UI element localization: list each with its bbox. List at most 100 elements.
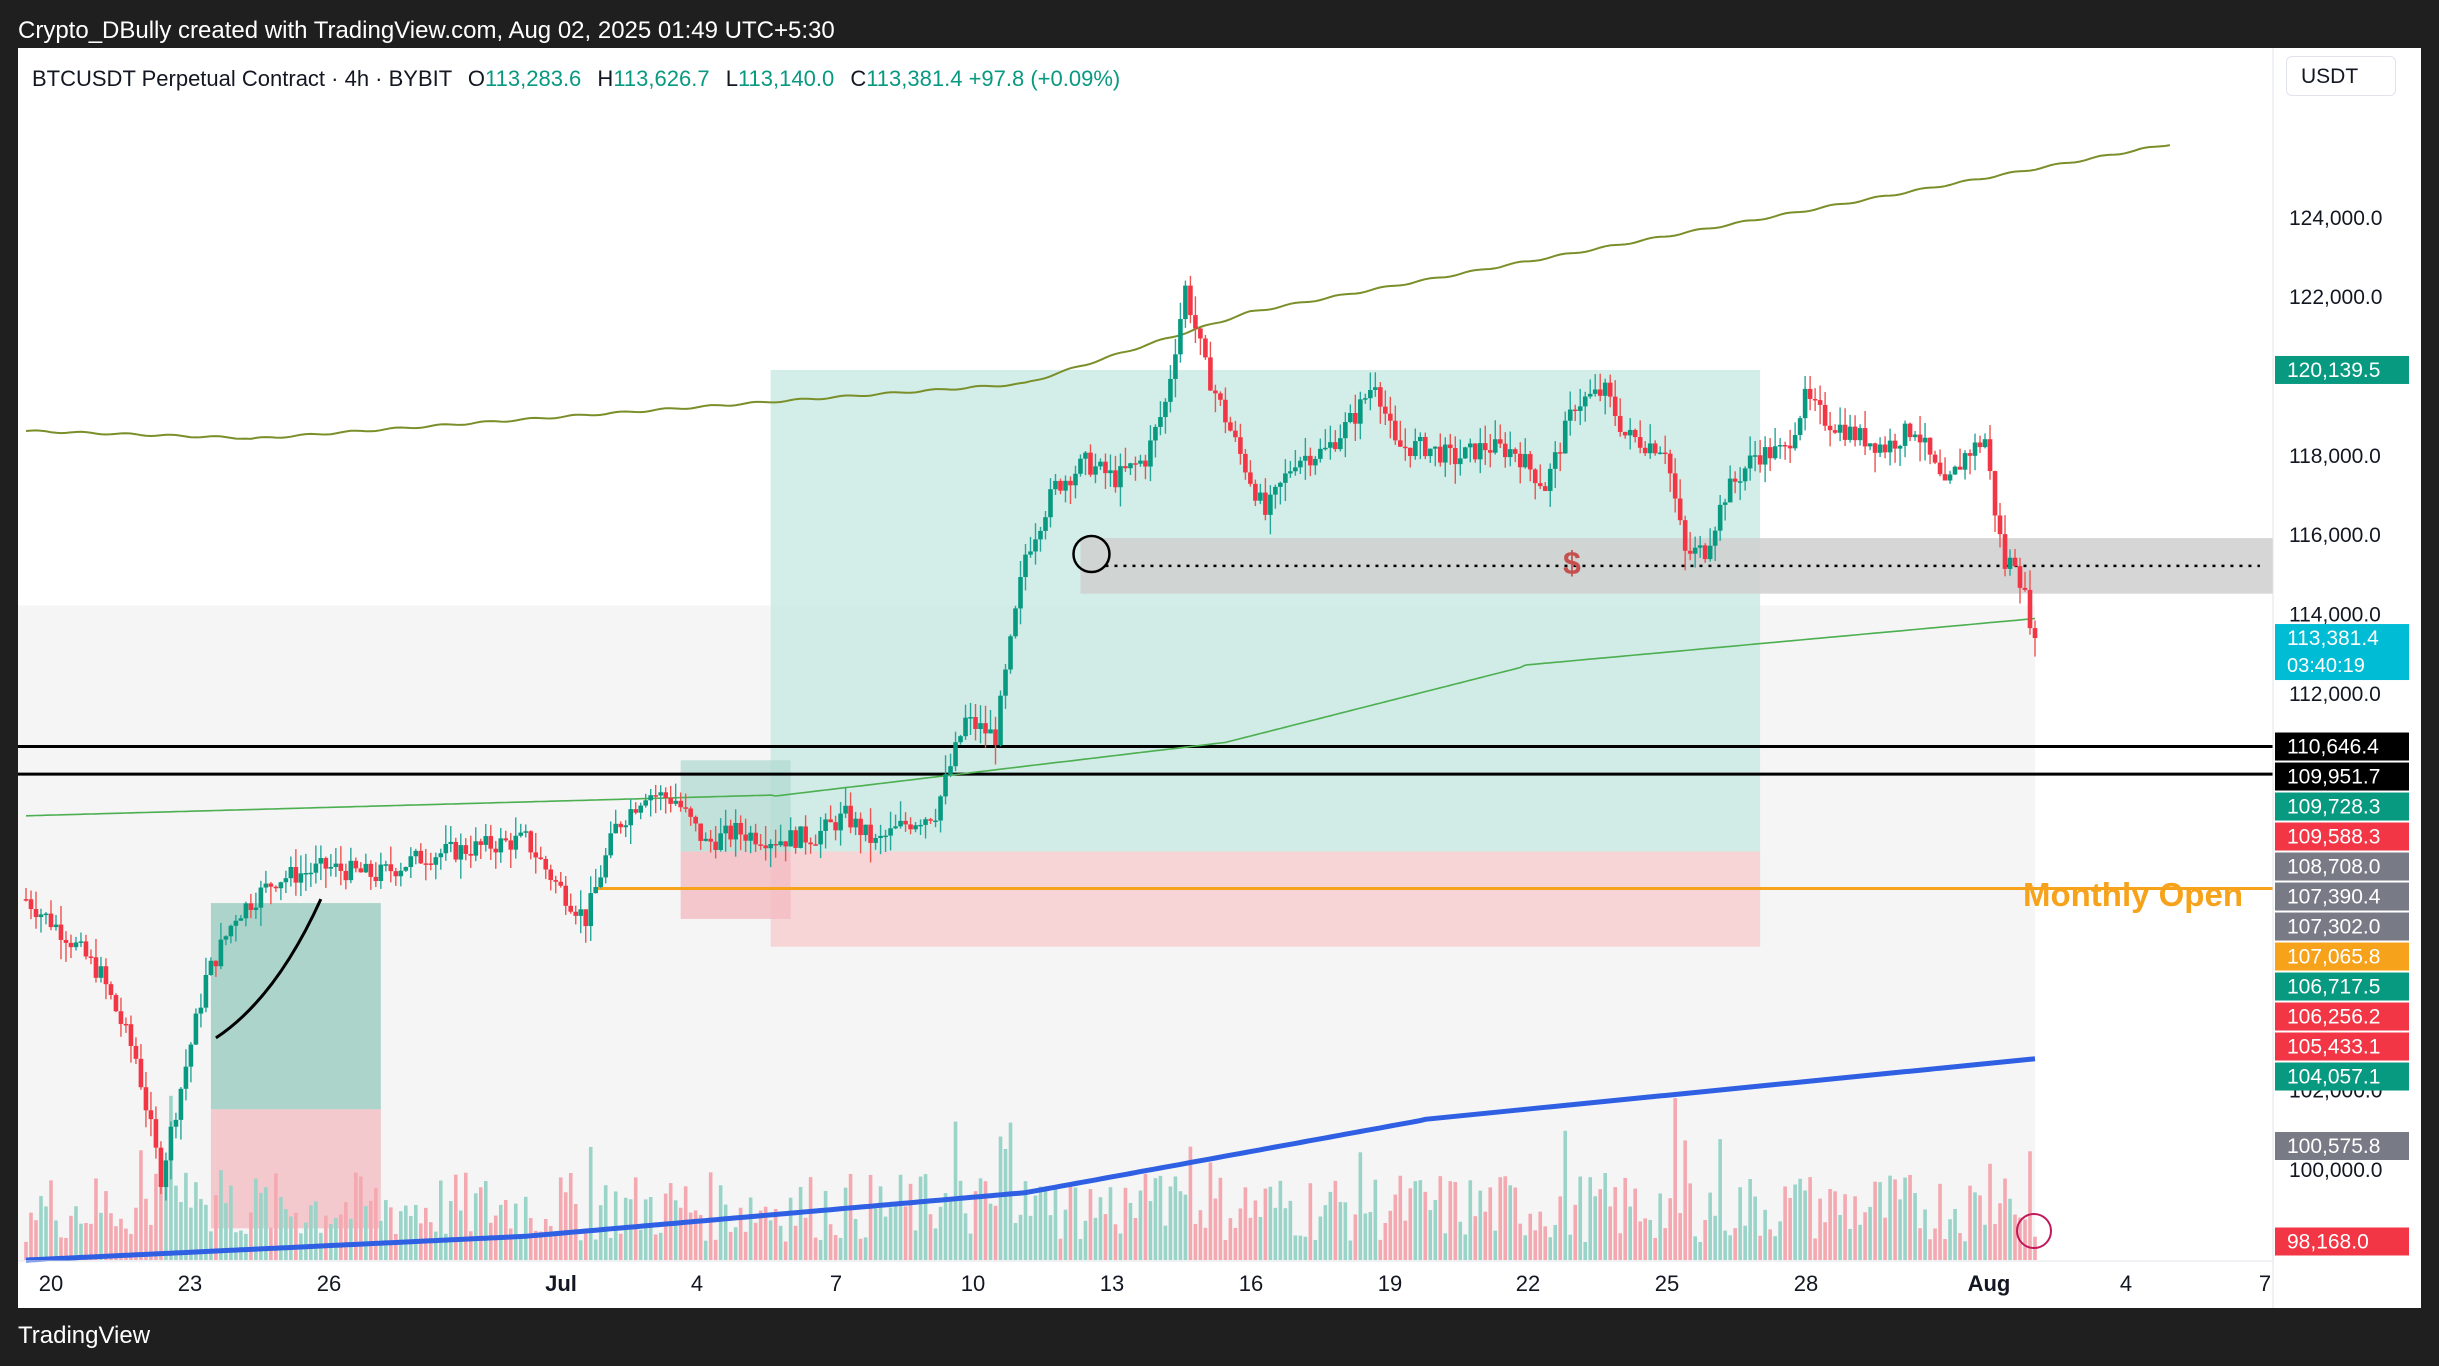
candle-body[interactable] xyxy=(518,832,524,836)
candle-body[interactable] xyxy=(1452,448,1458,465)
candle-body[interactable] xyxy=(1642,447,1648,454)
candle-body[interactable] xyxy=(433,857,439,865)
candle-body[interactable] xyxy=(1692,547,1698,554)
candle-body[interactable] xyxy=(783,841,788,847)
candle-body[interactable] xyxy=(853,818,858,828)
candle-body[interactable] xyxy=(1233,430,1238,438)
candle-body[interactable] xyxy=(1947,474,1953,481)
candle-body[interactable] xyxy=(138,1058,144,1088)
candle-body[interactable] xyxy=(1537,483,1543,487)
candle-body[interactable] xyxy=(453,841,459,860)
candle-body[interactable] xyxy=(1318,448,1323,459)
candle-body[interactable] xyxy=(283,878,289,883)
candle-body[interactable] xyxy=(1268,494,1273,515)
candle-body[interactable] xyxy=(603,855,609,878)
candle-body[interactable] xyxy=(253,907,259,910)
candle-body[interactable] xyxy=(1173,354,1178,379)
candle-body[interactable] xyxy=(278,882,284,889)
candle-body[interactable] xyxy=(1817,400,1823,405)
candle-body[interactable] xyxy=(1897,445,1903,449)
candle-body[interactable] xyxy=(128,1024,134,1046)
candle-body[interactable] xyxy=(828,819,833,823)
candle-body[interactable] xyxy=(1952,466,1958,475)
candle-body[interactable] xyxy=(1258,492,1263,501)
candle-body[interactable] xyxy=(748,832,753,841)
candle-body[interactable] xyxy=(1652,443,1658,454)
candle-body[interactable] xyxy=(733,822,738,840)
candle-body[interactable] xyxy=(233,920,239,926)
candle-body[interactable] xyxy=(773,844,778,846)
candle-body[interactable] xyxy=(1527,454,1533,470)
candle-body[interactable] xyxy=(513,835,519,850)
candle-body[interactable] xyxy=(1747,455,1753,469)
candle-body[interactable] xyxy=(758,844,763,846)
candle-body[interactable] xyxy=(163,1160,169,1187)
candle-body[interactable] xyxy=(333,863,339,867)
candle-body[interactable] xyxy=(1223,399,1228,423)
candle-body[interactable] xyxy=(328,866,334,869)
candle-body[interactable] xyxy=(1972,442,1978,456)
candle-body[interactable] xyxy=(263,883,269,888)
candle-body[interactable] xyxy=(1477,443,1483,460)
candle-body[interactable] xyxy=(1333,442,1338,450)
candle-body[interactable] xyxy=(1512,449,1518,454)
candle-body[interactable] xyxy=(1517,453,1523,468)
candle-body[interactable] xyxy=(1857,428,1863,441)
candle-body[interactable] xyxy=(598,877,604,888)
candle-body[interactable] xyxy=(2007,557,2013,569)
candle-body[interactable] xyxy=(1053,480,1058,490)
candle-body[interactable] xyxy=(1657,452,1663,455)
candle-body[interactable] xyxy=(493,848,499,853)
candle-body[interactable] xyxy=(1712,530,1718,546)
candle-body[interactable] xyxy=(1502,443,1508,458)
candle-body[interactable] xyxy=(723,825,728,834)
candle-body[interactable] xyxy=(1178,319,1183,355)
candle-body[interactable] xyxy=(1028,551,1033,555)
candle-body[interactable] xyxy=(183,1066,189,1089)
candle-body[interactable] xyxy=(153,1119,159,1148)
candle-body[interactable] xyxy=(198,1007,204,1014)
candle-body[interactable] xyxy=(548,869,554,881)
candle-body[interactable] xyxy=(1487,450,1493,453)
candle-body[interactable] xyxy=(1962,453,1968,470)
candle-body[interactable] xyxy=(43,913,49,916)
candle-body[interactable] xyxy=(1298,460,1303,468)
candle-body[interactable] xyxy=(1338,438,1343,450)
candle-body[interactable] xyxy=(1727,478,1733,503)
candle-body[interactable] xyxy=(1138,460,1143,464)
candle-body[interactable] xyxy=(1647,443,1653,454)
candle-body[interactable] xyxy=(1912,434,1918,438)
candle-body[interactable] xyxy=(1627,429,1633,436)
candle-body[interactable] xyxy=(448,841,454,845)
candle-body[interactable] xyxy=(883,835,888,838)
candle-body[interactable] xyxy=(1847,426,1853,440)
candle-body[interactable] xyxy=(1742,468,1748,482)
candle-body[interactable] xyxy=(1752,455,1758,457)
candle-body[interactable] xyxy=(133,1045,139,1059)
candle-body[interactable] xyxy=(1542,486,1548,491)
candle-body[interactable] xyxy=(1328,442,1333,448)
candle-body[interactable] xyxy=(918,824,923,827)
candle-body[interactable] xyxy=(1238,437,1243,454)
candle-body[interactable] xyxy=(1432,446,1438,449)
candle-body[interactable] xyxy=(1832,430,1838,433)
candle-body[interactable] xyxy=(1927,437,1933,455)
candle-body[interactable] xyxy=(538,857,544,859)
candle-body[interactable] xyxy=(1203,338,1208,358)
candle-body[interactable] xyxy=(763,845,768,849)
candle-body[interactable] xyxy=(383,864,389,866)
candle-body[interactable] xyxy=(1033,539,1038,552)
candle-body[interactable] xyxy=(303,873,309,875)
candle-body[interactable] xyxy=(693,816,698,824)
candle-body[interactable] xyxy=(498,838,504,853)
candle-body[interactable] xyxy=(158,1147,164,1187)
candle-body[interactable] xyxy=(698,823,703,841)
candle-body[interactable] xyxy=(1982,439,1988,448)
candle-body[interactable] xyxy=(473,841,479,856)
candle-body[interactable] xyxy=(1602,382,1608,396)
candle-body[interactable] xyxy=(938,796,943,821)
candle-body[interactable] xyxy=(523,831,529,833)
candle-body[interactable] xyxy=(1662,452,1668,455)
candle-body[interactable] xyxy=(1577,406,1583,411)
candle-body[interactable] xyxy=(998,695,1003,746)
